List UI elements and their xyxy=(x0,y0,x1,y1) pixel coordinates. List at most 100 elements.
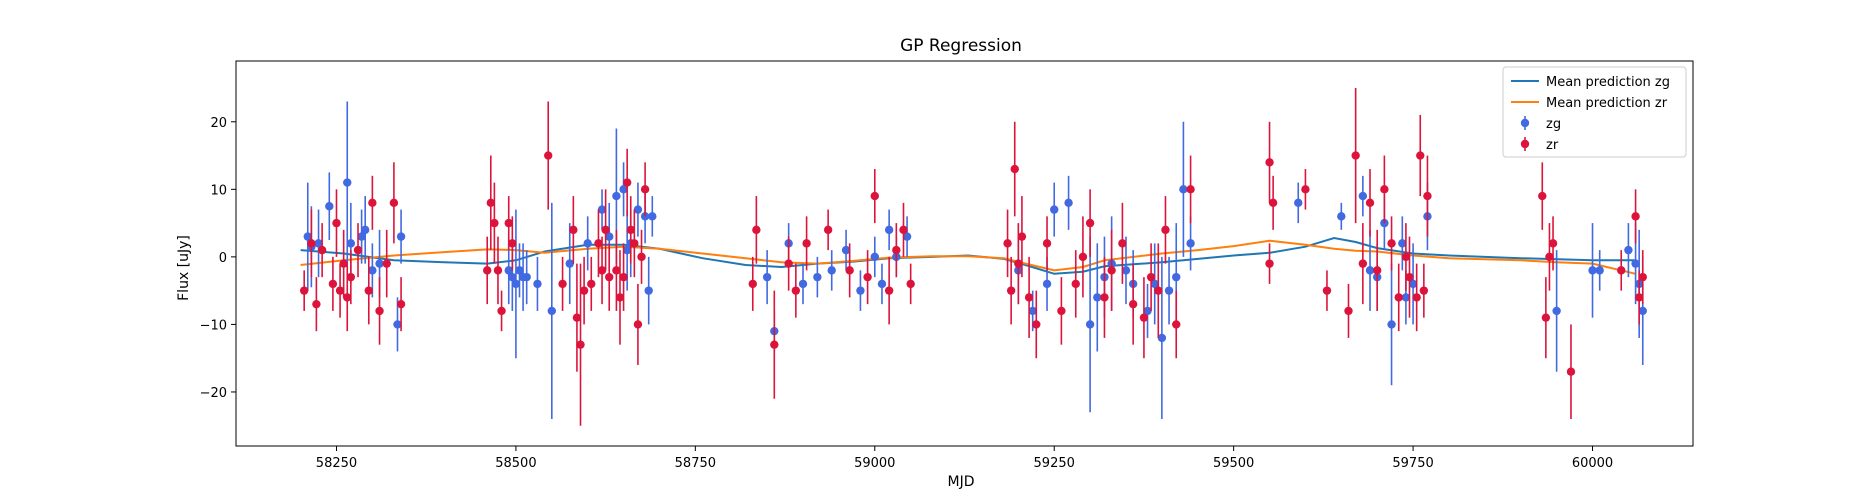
data-point-zr xyxy=(490,182,499,264)
marker xyxy=(1401,252,1411,262)
data-point-zr xyxy=(572,263,582,372)
data-point-zr xyxy=(1617,250,1626,291)
marker xyxy=(637,252,646,262)
data-point-zr xyxy=(1545,223,1554,291)
chart-title: GP Regression xyxy=(900,36,1022,56)
legend-item: Mean prediction zg xyxy=(1511,75,1670,90)
data-point-zr xyxy=(1017,196,1027,278)
marker xyxy=(1014,259,1023,268)
marker xyxy=(303,232,312,241)
y-tick-label: 0 xyxy=(219,251,227,266)
marker xyxy=(648,212,657,221)
marker xyxy=(522,272,531,282)
marker xyxy=(339,259,348,268)
marker xyxy=(1638,272,1647,282)
data-point-zr xyxy=(569,196,578,264)
marker xyxy=(1358,191,1368,201)
legend-marker-swatch xyxy=(1520,118,1530,128)
data-point-zg xyxy=(396,209,406,264)
y-tick-label: 10 xyxy=(210,183,227,198)
marker xyxy=(393,320,402,329)
data-point-zr xyxy=(1100,256,1109,338)
marker xyxy=(813,272,822,282)
data-point-zr xyxy=(870,169,879,224)
data-point-zr xyxy=(1548,216,1558,271)
data-point-zr xyxy=(605,243,614,311)
marker xyxy=(877,279,887,289)
marker xyxy=(1161,225,1170,235)
data-point-zr xyxy=(1006,256,1016,325)
data-point-zr xyxy=(1394,263,1403,332)
marker xyxy=(622,178,632,187)
legend-item: zg xyxy=(1520,116,1561,132)
marker xyxy=(565,259,574,268)
y-tick-label: −10 xyxy=(200,318,227,333)
marker xyxy=(1265,259,1274,268)
data-point-zg xyxy=(1588,223,1597,318)
data-point-zg xyxy=(1624,223,1633,278)
marker xyxy=(870,252,879,262)
data-point-zg xyxy=(533,256,542,311)
data-point-zr xyxy=(1416,115,1425,197)
marker xyxy=(396,232,406,241)
marker xyxy=(1042,239,1052,248)
marker xyxy=(389,198,399,208)
data-point-zg xyxy=(1186,216,1195,271)
marker xyxy=(1405,272,1414,282)
marker xyxy=(508,239,517,248)
data-point-zr xyxy=(1024,256,1034,338)
marker xyxy=(314,239,323,248)
data-point-zg xyxy=(597,189,607,230)
data-point-zg xyxy=(522,250,531,305)
data-point-zr xyxy=(504,196,513,251)
data-point-zr xyxy=(1146,243,1156,311)
marker xyxy=(1146,272,1156,282)
marker xyxy=(375,259,384,268)
marker xyxy=(899,225,908,235)
marker xyxy=(1566,367,1576,376)
marker xyxy=(791,286,801,295)
marker xyxy=(1164,286,1174,295)
data-points xyxy=(299,88,1647,426)
data-point-zg xyxy=(1358,175,1368,217)
x-tick-label: 58250 xyxy=(316,456,357,471)
marker xyxy=(1179,185,1188,194)
data-point-zg xyxy=(343,101,352,264)
marker xyxy=(884,225,894,235)
data-point-zr xyxy=(899,202,908,257)
marker xyxy=(346,272,356,282)
data-point-zg xyxy=(565,223,574,305)
marker xyxy=(1351,151,1360,160)
data-point-zg xyxy=(1408,243,1418,325)
axes: 58250 58500 58750 59000 59250 59500 59750 60000… xyxy=(200,60,1694,471)
data-point-zg xyxy=(1164,256,1174,325)
data-point-zr xyxy=(1405,236,1414,318)
marker xyxy=(1024,293,1034,302)
marker xyxy=(511,279,521,289)
data-point-zr xyxy=(1265,243,1274,284)
data-point-zr xyxy=(637,229,646,284)
data-point-zr xyxy=(1401,223,1411,291)
marker xyxy=(1617,266,1626,275)
data-point-zr xyxy=(1032,290,1041,359)
data-point-zg xyxy=(1085,236,1095,413)
marker xyxy=(1265,158,1274,167)
data-point-zr xyxy=(1057,277,1066,345)
marker xyxy=(1003,239,1012,248)
marker xyxy=(798,279,808,289)
data-point-zr xyxy=(299,270,309,311)
marker xyxy=(483,266,492,275)
marker xyxy=(605,272,614,282)
marker xyxy=(382,259,391,268)
marker xyxy=(1032,320,1041,329)
data-point-zr xyxy=(845,243,854,298)
marker xyxy=(1186,239,1195,248)
marker xyxy=(1071,279,1080,289)
marker xyxy=(594,239,603,248)
marker xyxy=(870,191,879,201)
marker xyxy=(1419,286,1429,295)
data-point-zr xyxy=(1003,209,1012,278)
data-point-zr xyxy=(375,277,384,345)
